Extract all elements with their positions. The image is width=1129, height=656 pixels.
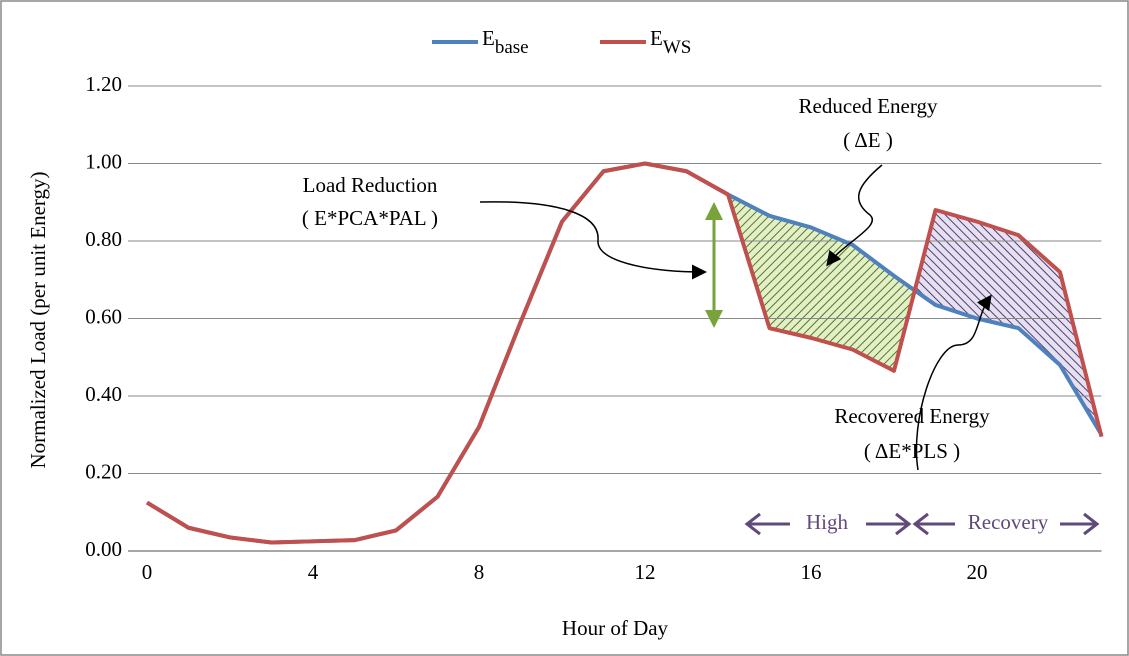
annotation: ( ΔE ) [843, 128, 893, 152]
y-tick-label: 1.00 [85, 149, 122, 173]
y-axis-label: Normalized Load (per unit Energy) [26, 171, 50, 468]
legend-name: E [650, 26, 663, 50]
legend-label: EWS [650, 26, 691, 59]
x-tick-label: 20 [967, 560, 988, 584]
y-tick-label: 0.60 [85, 304, 122, 328]
annotation: Reduced Energy [799, 94, 938, 118]
x-tick-label: 8 [474, 560, 485, 584]
x-tick-label: 4 [308, 560, 319, 584]
recovered-energy-area [914, 210, 1102, 437]
x-tick-label: 0 [142, 560, 153, 584]
legend-name: E [482, 26, 495, 50]
legend-subscript: WS [663, 37, 692, 58]
arrows [479, 164, 1100, 536]
annotation: Recovered Energy [834, 404, 990, 428]
y-tick-label: 0.80 [85, 227, 122, 251]
annotation: Load Reduction [303, 173, 438, 197]
annotation: Recovery [968, 510, 1049, 534]
series-line [145, 161, 1104, 545]
y-tick-label: 1.20 [85, 72, 122, 96]
annotation: ( ΔE*PLS ) [864, 439, 960, 463]
annotation: High [806, 510, 849, 534]
legend-subscript: base [495, 37, 529, 58]
x-axis-label: Hour of Day [562, 616, 669, 640]
annotation: ( E*PCA*PAL ) [302, 206, 438, 230]
y-tick-label: 0.40 [85, 382, 122, 406]
reduced-energy-area [728, 194, 915, 371]
y-tick-label: 0.20 [85, 459, 122, 483]
x-tick-label: 16 [801, 560, 822, 584]
y-tick-label: 0.00 [85, 537, 122, 561]
legend-label: Ebase [482, 26, 529, 59]
x-tick-label: 12 [635, 560, 656, 584]
